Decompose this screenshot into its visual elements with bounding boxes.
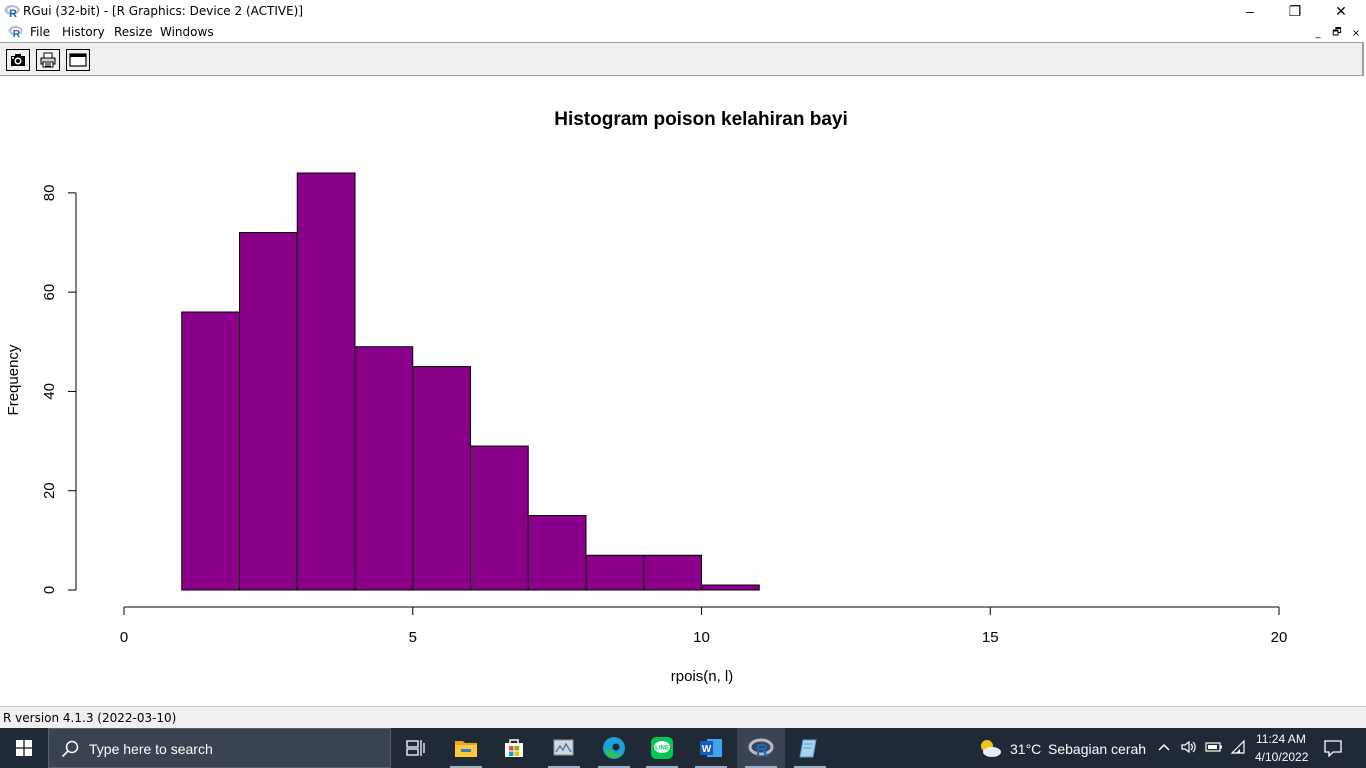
menu-file[interactable]: File xyxy=(30,25,51,39)
notepad-button[interactable] xyxy=(786,728,834,768)
menu-history[interactable]: History xyxy=(62,25,105,39)
volume-icon[interactable] xyxy=(1180,739,1198,755)
taskbar-search-box[interactable]: Type here to search xyxy=(48,728,391,768)
x-axis-label: rpois(n, l) xyxy=(671,668,734,685)
histogram-bar xyxy=(239,232,298,591)
menu-bar: R File History Resize Windows xyxy=(0,22,1366,42)
histogram-bar xyxy=(701,584,760,591)
histogram-bar xyxy=(354,346,414,591)
histogram-bar xyxy=(470,445,529,591)
svg-text:W: W xyxy=(702,744,712,755)
photos-button[interactable] xyxy=(540,728,588,768)
close-icon: ✕ xyxy=(1335,2,1347,19)
window-title-bar: R RGui (32-bit) - [R Graphics: Device 2 … xyxy=(0,0,1366,22)
weather-description[interactable]: Sebagian cerah xyxy=(1048,741,1147,757)
edge-button[interactable] xyxy=(590,728,638,768)
y-tick-label: 0 xyxy=(41,586,58,594)
print-button[interactable] xyxy=(36,49,60,71)
copy-as-metafile-button[interactable] xyxy=(6,49,30,71)
mdi-restore-button[interactable]: 🗗 xyxy=(1332,26,1342,38)
close-button[interactable]: ✕ xyxy=(1318,0,1364,22)
svg-text:R: R xyxy=(9,8,17,18)
line-button[interactable]: LINE xyxy=(638,728,686,768)
window-icon xyxy=(69,53,87,67)
svg-text:R: R xyxy=(13,29,21,38)
r-graphics-device: Histogram poison kelahiran bayi rpois(n,… xyxy=(0,77,1366,705)
x-axis: 0 5 10 15 20 xyxy=(120,606,1288,646)
y-tick-label: 60 xyxy=(41,284,58,301)
histogram-bar xyxy=(527,515,587,591)
y-tick-label: 80 xyxy=(41,185,58,202)
photos-icon xyxy=(553,739,574,756)
line-icon: LINE xyxy=(651,737,673,759)
x-tick-label: 20 xyxy=(1271,629,1288,646)
r-gui-taskbar-button[interactable] xyxy=(737,728,785,768)
histogram-bar xyxy=(181,311,240,591)
histogram-bar xyxy=(412,366,471,591)
search-placeholder: Type here to search xyxy=(89,741,213,757)
notepad-icon xyxy=(799,739,817,758)
x-tick-label: 5 xyxy=(409,629,417,646)
minimize-icon: – xyxy=(1246,3,1254,19)
word-button[interactable]: W xyxy=(687,728,735,768)
mdi-close-button[interactable]: × xyxy=(1351,27,1361,39)
word-icon: W xyxy=(700,739,722,757)
edge-icon xyxy=(603,737,625,759)
toolbar xyxy=(0,42,1364,76)
svg-text:LINE: LINE xyxy=(655,746,669,752)
chevron-up-icon[interactable] xyxy=(1157,742,1171,752)
task-view-button[interactable] xyxy=(392,728,440,768)
windows-logo-icon xyxy=(16,740,32,756)
restore-icon: ❐ xyxy=(1288,2,1302,19)
file-explorer-button[interactable] xyxy=(442,728,490,768)
clock-date[interactable]: 4/10/2022 xyxy=(1255,750,1309,764)
histogram-chart: Histogram poison kelahiran bayi rpois(n,… xyxy=(5,109,1288,685)
clock-time[interactable]: 11:24 AM xyxy=(1256,732,1306,746)
camera-icon xyxy=(11,54,25,66)
restore-button[interactable]: ❐ xyxy=(1272,0,1318,22)
microsoft-store-icon xyxy=(505,739,523,757)
status-text: R version 4.1.3 (2022-03-10) xyxy=(3,711,177,725)
histogram-bars xyxy=(181,172,760,591)
chart-title: Histogram poison kelahiran bayi xyxy=(554,109,848,130)
y-axis: 0 20 40 60 80 xyxy=(41,185,77,594)
weather-partly-sunny-icon xyxy=(981,740,1001,757)
start-button[interactable] xyxy=(0,728,48,768)
weather-temperature[interactable]: 31°C xyxy=(1010,741,1042,757)
x-tick-label: 10 xyxy=(693,629,710,646)
x-tick-label: 0 xyxy=(120,629,128,646)
notification-icon[interactable] xyxy=(1324,739,1342,757)
battery-icon[interactable] xyxy=(1205,740,1223,754)
console-window-button[interactable] xyxy=(66,49,90,71)
menu-windows[interactable]: Windows xyxy=(160,25,214,39)
windows-taskbar: Type here to search xyxy=(0,728,1366,768)
search-icon xyxy=(61,740,79,758)
x-tick-label: 15 xyxy=(982,629,999,646)
printer-icon xyxy=(40,52,56,68)
histogram-bar xyxy=(643,554,702,591)
minimize-button[interactable]: – xyxy=(1227,0,1273,22)
histogram-bar xyxy=(296,172,356,591)
microsoft-store-button[interactable] xyxy=(490,728,538,768)
y-tick-label: 40 xyxy=(41,383,58,400)
r-gui-icon xyxy=(748,738,774,758)
task-view-icon xyxy=(406,740,425,756)
menu-resize[interactable]: Resize xyxy=(114,25,153,39)
histogram-bar xyxy=(585,554,645,591)
status-bar: R version 4.1.3 (2022-03-10) xyxy=(0,706,1366,728)
r-logo-icon: R xyxy=(4,5,20,18)
window-title: RGui (32-bit) - [R Graphics: Device 2 (A… xyxy=(23,4,304,18)
y-tick-label: 20 xyxy=(41,482,58,499)
file-explorer-icon xyxy=(455,741,477,757)
wifi-icon[interactable] xyxy=(1230,739,1246,755)
y-axis-label: Frequency xyxy=(5,344,22,415)
mdi-minimize-button[interactable]: _ xyxy=(1315,27,1321,39)
r-document-icon[interactable]: R xyxy=(8,25,23,38)
